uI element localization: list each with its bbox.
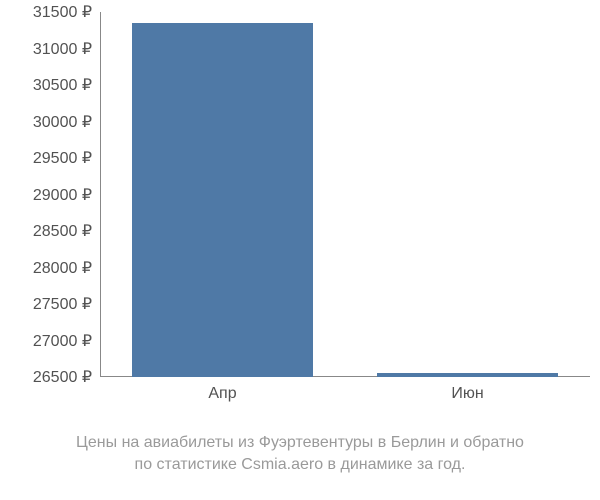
y-tick-label: 27000 ₽ xyxy=(33,331,92,351)
y-tick-label: 28000 ₽ xyxy=(33,258,92,278)
y-tick-label: 29500 ₽ xyxy=(33,148,92,168)
plot-area: 26500 ₽27000 ₽27500 ₽28000 ₽28500 ₽29000… xyxy=(100,12,590,377)
y-tick-label: 30000 ₽ xyxy=(33,112,92,132)
y-tick-label: 31000 ₽ xyxy=(33,39,92,59)
caption-line-2: по статистике Csmia.aero в динамике за г… xyxy=(135,456,466,473)
y-tick-label: 30500 ₽ xyxy=(33,75,92,95)
bar xyxy=(377,373,558,377)
y-axis: 26500 ₽27000 ₽27500 ₽28000 ₽28500 ₽29000… xyxy=(0,12,100,377)
y-tick-label: 29000 ₽ xyxy=(33,185,92,205)
chart-caption: Цены на авиабилеты из Фуэртевентуры в Бе… xyxy=(0,432,600,477)
x-tick-label: Апр xyxy=(208,385,236,403)
bar xyxy=(132,23,313,377)
price-bar-chart: 26500 ₽ 27000 ₽ 27500 ₽ 28000 ₽ 28500 ₽ 29000… xyxy=(0,0,600,500)
x-tick-label: Июн xyxy=(451,385,483,403)
y-tick-label: 27500 ₽ xyxy=(33,294,92,314)
y-tick-label: 26500 ₽ xyxy=(33,367,92,387)
y-axis-line xyxy=(100,12,101,377)
y-tick-label: 31500 ₽ xyxy=(33,2,92,22)
caption-line-1: Цены на авиабилеты из Фуэртевентуры в Бе… xyxy=(76,434,524,451)
y-tick-label: 28500 ₽ xyxy=(33,221,92,241)
